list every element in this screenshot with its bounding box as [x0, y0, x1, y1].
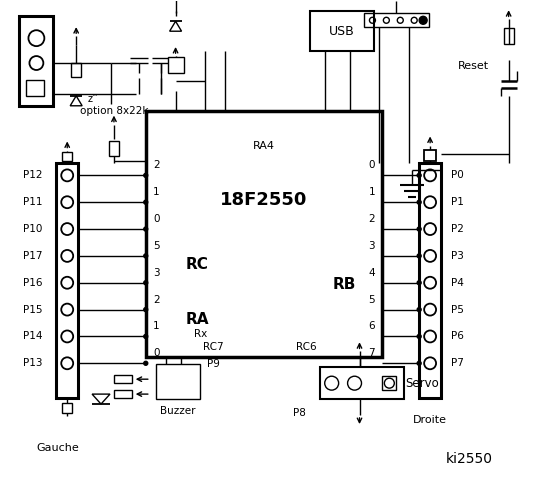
- Circle shape: [417, 200, 421, 204]
- Circle shape: [144, 308, 148, 312]
- Text: P2: P2: [451, 224, 463, 234]
- Text: 2: 2: [153, 295, 160, 305]
- Text: Rx: Rx: [194, 329, 207, 339]
- Text: P15: P15: [23, 305, 43, 314]
- Text: 1: 1: [368, 187, 375, 197]
- Text: P9: P9: [207, 359, 220, 369]
- Text: RC6: RC6: [295, 342, 316, 352]
- Bar: [19, 16, 53, 106]
- Text: RC: RC: [186, 257, 209, 272]
- Text: 0: 0: [153, 348, 160, 359]
- Text: 2: 2: [153, 160, 160, 170]
- Text: P0: P0: [451, 170, 463, 180]
- Text: P6: P6: [451, 331, 463, 341]
- Text: Servo: Servo: [405, 377, 439, 390]
- Bar: [382, 376, 397, 390]
- Bar: [109, 141, 119, 156]
- Circle shape: [144, 281, 148, 285]
- Bar: [168, 57, 184, 73]
- Bar: [62, 403, 72, 413]
- Text: P5: P5: [451, 305, 463, 314]
- Circle shape: [417, 361, 421, 365]
- Text: 0: 0: [153, 214, 160, 224]
- Text: P16: P16: [23, 278, 43, 288]
- Text: RA4: RA4: [253, 141, 275, 151]
- Bar: [424, 150, 436, 161]
- Circle shape: [419, 16, 427, 24]
- Bar: [320, 367, 404, 399]
- Bar: [156, 364, 200, 399]
- Text: 1: 1: [153, 322, 160, 332]
- Circle shape: [144, 173, 148, 178]
- Bar: [310, 12, 374, 51]
- Text: P8: P8: [294, 408, 306, 418]
- Circle shape: [144, 254, 148, 258]
- Text: option 8x22k: option 8x22k: [80, 106, 148, 116]
- Text: P10: P10: [23, 224, 43, 234]
- Text: ki2550: ki2550: [445, 452, 492, 466]
- Text: 6: 6: [368, 322, 375, 332]
- Text: RC7: RC7: [203, 342, 223, 352]
- Text: RB: RB: [333, 277, 356, 292]
- Circle shape: [417, 254, 421, 258]
- Text: 3: 3: [153, 268, 160, 278]
- Text: 0: 0: [368, 160, 375, 170]
- Bar: [146, 111, 382, 357]
- Bar: [27, 80, 44, 96]
- Circle shape: [417, 281, 421, 285]
- Text: RA: RA: [186, 312, 209, 327]
- Circle shape: [144, 335, 148, 338]
- Text: z‷: z‷: [88, 94, 98, 104]
- Text: 1: 1: [153, 187, 160, 197]
- Text: 2: 2: [368, 214, 375, 224]
- Text: P14: P14: [23, 331, 43, 341]
- Text: P11: P11: [23, 197, 43, 207]
- Bar: [71, 63, 81, 77]
- Text: Droite: Droite: [413, 415, 447, 425]
- Text: P7: P7: [451, 358, 463, 368]
- Text: P12: P12: [23, 170, 43, 180]
- Circle shape: [144, 361, 148, 365]
- Bar: [419, 164, 441, 398]
- Circle shape: [417, 308, 421, 312]
- Text: 18F2550: 18F2550: [221, 191, 308, 209]
- Text: 5: 5: [368, 295, 375, 305]
- Bar: [62, 152, 72, 161]
- Circle shape: [144, 227, 148, 231]
- Circle shape: [417, 227, 421, 231]
- Circle shape: [417, 173, 421, 178]
- Text: P4: P4: [451, 278, 463, 288]
- Text: 4: 4: [368, 268, 375, 278]
- Text: P3: P3: [451, 251, 463, 261]
- Text: 7: 7: [368, 348, 375, 359]
- Circle shape: [417, 335, 421, 338]
- Text: Reset: Reset: [458, 61, 489, 71]
- Bar: [114, 390, 132, 398]
- Text: Gauche: Gauche: [36, 443, 79, 453]
- Text: P13: P13: [23, 358, 43, 368]
- Circle shape: [144, 200, 148, 204]
- Text: 3: 3: [368, 241, 375, 251]
- Bar: [364, 13, 429, 27]
- Text: Buzzer: Buzzer: [160, 406, 196, 416]
- Text: P1: P1: [451, 197, 463, 207]
- Bar: [504, 28, 514, 44]
- Bar: [56, 164, 78, 398]
- Bar: [114, 375, 132, 383]
- Text: USB: USB: [329, 24, 355, 38]
- Text: 5: 5: [153, 241, 160, 251]
- Text: P17: P17: [23, 251, 43, 261]
